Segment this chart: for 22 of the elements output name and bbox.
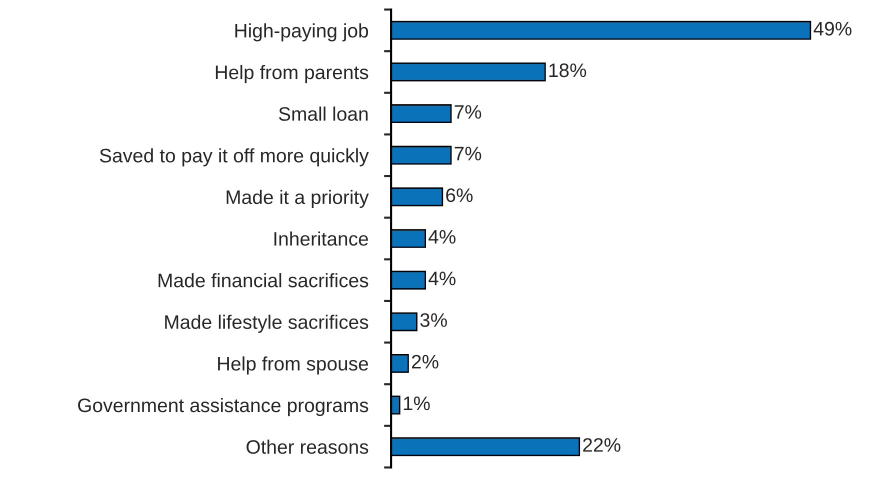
data-label: 4% <box>428 272 456 286</box>
y-tick-label: High-paying job <box>235 23 368 42</box>
data-label: 49% <box>814 22 852 36</box>
y-tick-label: Made lifestyle sacrifices <box>165 314 368 333</box>
y-tick-label: Help from parents <box>216 64 368 84</box>
data-label: 1% <box>404 396 430 410</box>
data-label: 6% <box>446 188 473 202</box>
y-tick-label: Made financial sacrifices <box>158 273 368 288</box>
y-tick-label: Inheritance <box>274 231 368 246</box>
y-tick-label: Made it a priority <box>226 190 369 208</box>
y-tick-label: Saved to pay it off more quickly <box>100 148 369 166</box>
y-tick-label: Other reasons <box>246 440 368 454</box>
data-label: 22% <box>583 438 620 452</box>
y-tick-label: Help from spouse <box>218 356 368 374</box>
y-tick-label: Small loan <box>278 106 368 121</box>
data-label: 18% <box>549 63 586 78</box>
data-label: 2% <box>412 354 438 369</box>
data-label: 3% <box>420 313 447 327</box>
data-label: 4% <box>428 230 456 244</box>
data-label: 7% <box>454 105 482 119</box>
data-label: 7% <box>454 146 482 160</box>
y-tick-label: Government assistance programs <box>78 398 368 416</box>
